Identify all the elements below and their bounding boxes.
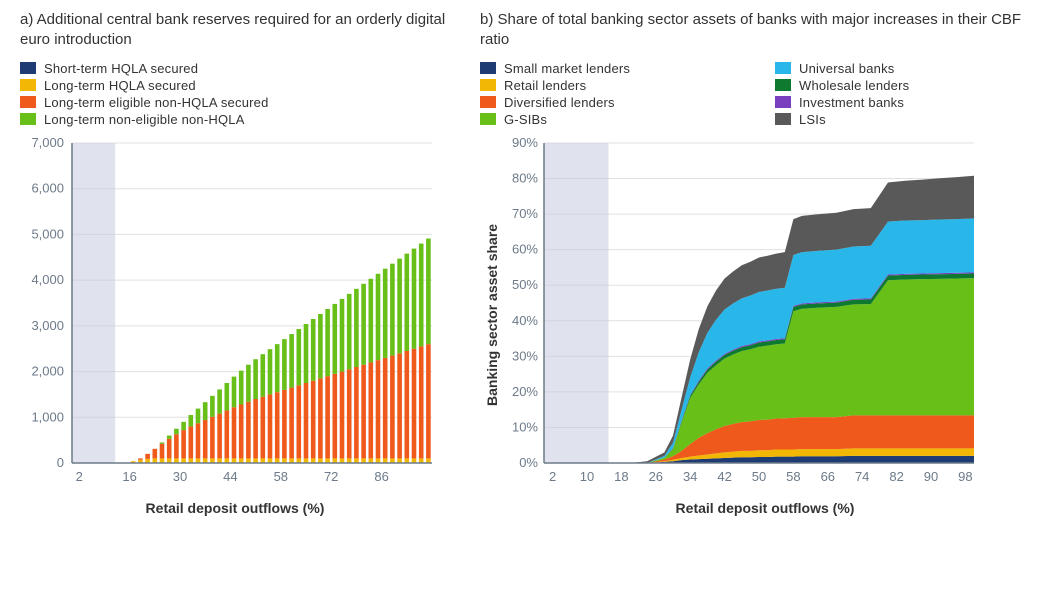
svg-text:16: 16 — [122, 469, 136, 484]
svg-text:2: 2 — [76, 469, 83, 484]
legend-label: Investment banks — [799, 95, 904, 110]
svg-text:50%: 50% — [512, 277, 538, 292]
svg-text:10: 10 — [580, 469, 594, 484]
svg-text:58: 58 — [786, 469, 800, 484]
svg-text:18: 18 — [614, 469, 628, 484]
svg-text:4,000: 4,000 — [31, 272, 64, 287]
legend-swatch — [775, 79, 791, 91]
svg-text:44: 44 — [223, 469, 237, 484]
panel-b-title: b) Share of total banking sector assets … — [480, 10, 1030, 51]
legend-label: G-SIBs — [504, 112, 547, 127]
legend-swatch — [20, 113, 36, 125]
svg-text:2: 2 — [549, 469, 556, 484]
legend-item: Wholesale lenders — [775, 78, 1030, 93]
svg-text:20%: 20% — [512, 383, 538, 398]
panel-a-xlabel: Retail deposit outflows (%) — [20, 500, 450, 516]
svg-text:50: 50 — [752, 469, 766, 484]
svg-text:7,000: 7,000 — [31, 135, 64, 150]
legend-item: Investment banks — [775, 95, 1030, 110]
panel-b: b) Share of total banking sector assets … — [480, 10, 1030, 516]
svg-text:0: 0 — [57, 455, 64, 470]
legend-swatch — [480, 96, 496, 108]
legend-item: LSIs — [775, 112, 1030, 127]
legend-label: Long-term eligible non-HQLA secured — [44, 95, 269, 110]
legend-swatch — [480, 113, 496, 125]
panel-b-legend: Small market lenders Universal banks Retai… — [480, 61, 1030, 127]
svg-text:72: 72 — [324, 469, 338, 484]
svg-text:6,000: 6,000 — [31, 180, 64, 195]
legend-swatch — [775, 96, 791, 108]
legend-label: Small market lenders — [504, 61, 630, 76]
svg-text:66: 66 — [821, 469, 835, 484]
svg-text:10%: 10% — [512, 419, 538, 434]
svg-text:26: 26 — [649, 469, 663, 484]
legend-swatch — [20, 79, 36, 91]
panel-a-legend: Short-term HQLA secured Long-term HQLA se… — [20, 61, 450, 127]
legend-item: Long-term HQLA secured — [20, 78, 450, 93]
svg-text:2,000: 2,000 — [31, 363, 64, 378]
svg-text:42: 42 — [717, 469, 731, 484]
svg-text:82: 82 — [889, 469, 903, 484]
svg-text:30%: 30% — [512, 348, 538, 363]
legend-swatch — [20, 96, 36, 108]
svg-text:30: 30 — [173, 469, 187, 484]
legend-swatch — [480, 79, 496, 91]
svg-text:58: 58 — [274, 469, 288, 484]
legend-swatch — [775, 113, 791, 125]
legend-item: Long-term eligible non-HQLA secured — [20, 95, 450, 110]
legend-label: Universal banks — [799, 61, 895, 76]
legend-label: Long-term non-eligible non-HQLA — [44, 112, 245, 127]
legend-swatch — [775, 62, 791, 74]
legend-label: Long-term HQLA secured — [44, 78, 196, 93]
svg-text:86: 86 — [374, 469, 388, 484]
svg-text:90%: 90% — [512, 135, 538, 150]
legend-item: Universal banks — [775, 61, 1030, 76]
legend-item: Long-term non-eligible non-HQLA — [20, 112, 450, 127]
svg-text:70%: 70% — [512, 206, 538, 221]
panel-a-chart: 0 1,000 2,000 3,000 4,000 5,000 6,000 7,000 2 16 3… — [20, 135, 438, 494]
svg-text:5,000: 5,000 — [31, 226, 64, 241]
svg-text:40%: 40% — [512, 312, 538, 327]
panel-b-ylabel: Banking sector asset share — [480, 135, 500, 494]
svg-text:74: 74 — [855, 469, 869, 484]
svg-text:0%: 0% — [519, 455, 538, 470]
legend-item: Small market lenders — [480, 61, 735, 76]
legend-item: Short-term HQLA secured — [20, 61, 450, 76]
legend-item: Diversified lenders — [480, 95, 735, 110]
legend-swatch — [480, 62, 496, 74]
legend-label: Wholesale lenders — [799, 78, 909, 93]
svg-text:1,000: 1,000 — [31, 409, 64, 424]
panel-a-title: a) Additional central bank reserves requ… — [20, 10, 450, 51]
legend-label: LSIs — [799, 112, 826, 127]
panel-b-xlabel: Retail deposit outflows (%) — [500, 500, 1030, 516]
legend-label: Retail lenders — [504, 78, 586, 93]
legend-swatch — [20, 62, 36, 74]
svg-text:80%: 80% — [512, 170, 538, 185]
svg-text:98: 98 — [958, 469, 972, 484]
panel-b-chart: 0% 10% 20% 30% 40% 50% 60% 70% 80% 90% 2 10 18 26 34 42… — [500, 135, 980, 494]
legend-label: Short-term HQLA secured — [44, 61, 198, 76]
svg-text:90: 90 — [924, 469, 938, 484]
svg-text:34: 34 — [683, 469, 697, 484]
legend-label: Diversified lenders — [504, 95, 615, 110]
svg-text:3,000: 3,000 — [31, 317, 64, 332]
svg-text:60%: 60% — [512, 241, 538, 256]
panel-a: a) Additional central bank reserves requ… — [20, 10, 450, 516]
legend-item: G-SIBs — [480, 112, 735, 127]
legend-item: Retail lenders — [480, 78, 735, 93]
